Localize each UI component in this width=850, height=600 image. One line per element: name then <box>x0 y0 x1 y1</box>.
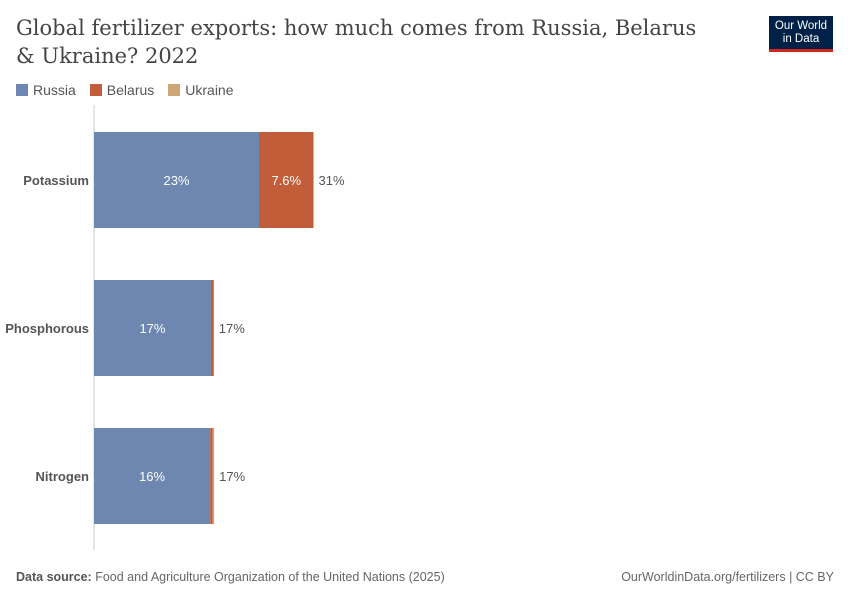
owid-logo[interactable]: Our World in Data <box>769 16 833 52</box>
category-label: Phosphorous <box>5 321 89 336</box>
legend-item-belarus[interactable]: Belarus <box>89 82 155 98</box>
legend-label: Ukraine <box>185 82 234 98</box>
legend-item-ukraine[interactable]: Ukraine <box>168 82 234 98</box>
bar-value-label: 7.6% <box>271 173 301 188</box>
source-label: Data source: <box>16 570 92 584</box>
credit-link[interactable]: OurWorldinData.org/fertilizers | CC BY <box>621 570 834 584</box>
data-source: Data source: Food and Agriculture Organi… <box>16 570 445 584</box>
legend-label: Belarus <box>106 82 155 98</box>
category-label: Potassium <box>23 173 89 188</box>
bar-belarus <box>259 132 314 228</box>
bar-ukraine <box>212 428 215 524</box>
chart-title: Global fertilizer exports: how much come… <box>16 16 697 68</box>
bar-belarus <box>210 428 213 524</box>
bar-belarus <box>210 280 214 376</box>
legend-swatch <box>168 84 181 96</box>
logo-line2: in Data <box>782 32 820 45</box>
bar-russia <box>94 280 211 376</box>
legend-label: Russia <box>33 82 76 98</box>
bar-value-label: 17% <box>139 321 165 336</box>
legend-item-russia[interactable]: Russia <box>16 82 76 98</box>
legend-swatch <box>89 84 102 96</box>
total-label: 17% <box>219 469 245 484</box>
total-label: 17% <box>219 321 245 336</box>
bar-russia <box>94 132 259 228</box>
source-text: Food and Agriculture Organization of the… <box>95 570 445 584</box>
total-label: 31% <box>319 173 345 188</box>
legend-swatch <box>16 84 28 96</box>
bar-value-label: 23% <box>163 173 189 188</box>
bar-value-label: 16% <box>139 469 165 484</box>
category-label: Nitrogen <box>36 469 90 484</box>
bar-russia <box>94 428 211 524</box>
legend: Russia Belarus Ukraine <box>16 82 234 98</box>
logo-line1: Our World <box>774 20 828 32</box>
